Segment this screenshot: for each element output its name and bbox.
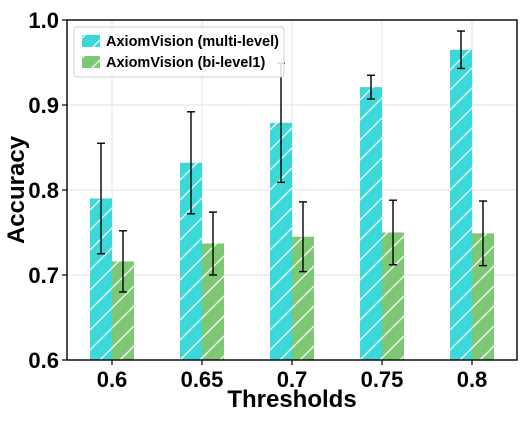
error-bar xyxy=(187,111,195,215)
error-bar xyxy=(457,30,465,70)
x-axis-label: Thresholds xyxy=(227,386,356,413)
bars xyxy=(90,49,494,361)
legend-label-bi-level: AxiomVision (bi-level1) xyxy=(106,55,265,71)
bar-multi-level-0.75 xyxy=(360,87,382,361)
bar-bi-level-0.75 xyxy=(382,232,404,360)
x-tick-label: 0.8 xyxy=(457,367,488,392)
bar-multi-level-0.7 xyxy=(270,122,292,360)
x-tick-label: 0.75 xyxy=(361,367,404,392)
x-tick-label: 0.7 xyxy=(277,367,308,392)
error-bar xyxy=(97,142,105,255)
x-axis-ticks: 0.6 0.65 0.7 0.75 0.8 xyxy=(97,360,488,392)
error-bars xyxy=(97,30,487,293)
y-tick-label: 0.9 xyxy=(28,93,59,118)
y-tick-label: 0.8 xyxy=(28,178,59,203)
error-bar xyxy=(299,201,307,273)
legend: AxiomVision (multi-level) AxiomVision (b… xyxy=(73,26,285,78)
y-tick-label: 0.7 xyxy=(28,263,59,288)
error-bar xyxy=(367,74,375,100)
bar-bi-level-0.6 xyxy=(112,261,134,360)
error-bar xyxy=(389,199,397,266)
x-tick-label: 0.6 xyxy=(97,367,128,392)
error-bar xyxy=(479,200,487,267)
bar-bi-level-0.65 xyxy=(202,243,224,360)
bar-multi-level-0.65 xyxy=(180,162,202,360)
legend-swatch-bi-level xyxy=(82,56,100,68)
legend-label-multi-level: AxiomVision (multi-level) xyxy=(106,34,279,50)
bar-multi-level-0.6 xyxy=(90,198,112,360)
bar-bi-level-0.8 xyxy=(472,233,494,360)
y-axis-ticks: 0.6 0.7 0.8 0.9 1.0 xyxy=(28,8,67,373)
x-tick-label: 0.65 xyxy=(181,367,224,392)
bar-bi-level-0.7 xyxy=(292,236,314,360)
error-bar xyxy=(209,211,217,276)
y-axis-label: Accuracy xyxy=(3,135,30,244)
legend-box xyxy=(73,26,285,78)
y-tick-label: 0.6 xyxy=(28,348,59,373)
legend-swatch-multi-level xyxy=(82,35,100,47)
error-bar xyxy=(119,230,127,293)
bar-multi-level-0.8 xyxy=(450,49,472,360)
y-tick-label: 1.0 xyxy=(28,8,59,33)
